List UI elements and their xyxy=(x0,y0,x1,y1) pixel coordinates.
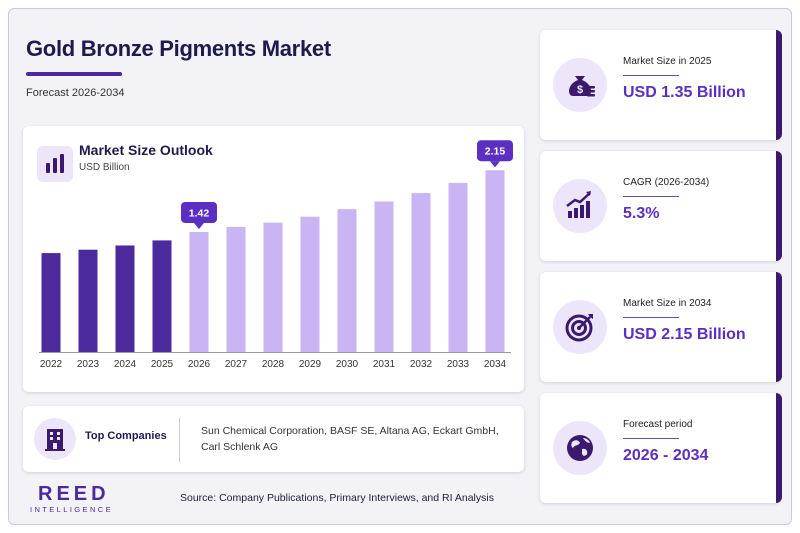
stat-value: 5.3% xyxy=(623,205,660,222)
stat-rule xyxy=(623,438,679,439)
divider xyxy=(179,418,180,462)
page-title: Gold Bronze Pigments Market xyxy=(26,36,331,61)
x-tick-label: 2034 xyxy=(484,359,507,370)
chart-unit: USD Billion xyxy=(79,162,130,173)
x-tick-label: 2029 xyxy=(299,359,322,370)
stat-card-market-2034: Market Size in 2034 USD 2.15 Billion xyxy=(540,272,782,382)
stat-value: USD 2.15 Billion xyxy=(623,326,746,343)
callout-2034: 2.15 xyxy=(477,140,513,168)
stat-value: 2026 - 2034 xyxy=(623,447,709,464)
stat-rule xyxy=(623,196,679,197)
x-tick-label: 2026 xyxy=(188,359,211,370)
bar-2032 xyxy=(411,193,431,352)
bar-2025 xyxy=(152,240,172,352)
x-tick-label: 2031 xyxy=(373,359,396,370)
bar-2026 xyxy=(189,231,209,352)
stat-card-market-2025: $ Market Size in 2025 USD 1.35 Billion xyxy=(540,30,782,140)
stat-label: Forecast period xyxy=(623,419,693,430)
building-icon xyxy=(34,418,76,460)
data-label: 2.15 xyxy=(485,146,506,158)
stat-card-forecast-period: Forecast period 2026 - 2034 xyxy=(540,393,782,503)
bar-2029 xyxy=(300,216,320,352)
callout-2026: 1.42 xyxy=(181,201,217,229)
bar-chart-icon xyxy=(37,146,73,182)
source-note: Source: Company Publications, Primary In… xyxy=(180,492,494,504)
logo-wordmark: REED xyxy=(38,483,110,505)
x-tick-label: 2032 xyxy=(410,359,433,370)
growth-chart-icon xyxy=(553,179,607,233)
globe-icon xyxy=(553,421,607,475)
top-companies-card: Top Companies Sun Chemical Corporation, … xyxy=(23,406,524,472)
page-subtitle: Forecast 2026-2034 xyxy=(26,87,125,99)
bar-2022 xyxy=(41,253,61,352)
x-tick-label: 2025 xyxy=(151,359,174,370)
stat-label: CAGR (2026-2034) xyxy=(623,177,710,188)
x-tick-label: 2030 xyxy=(336,359,359,370)
bar-2034 xyxy=(485,170,505,352)
stat-card-cagr: CAGR (2026-2034) 5.3% xyxy=(540,151,782,261)
top-companies-list: Sun Chemical Corporation, BASF SE, Altan… xyxy=(201,425,499,453)
money-bag-icon: $ xyxy=(553,58,607,112)
target-icon xyxy=(553,300,607,354)
chart-card: Market Size Outlook USD Billion 2022 2023… xyxy=(23,126,524,392)
x-tick-label: 2024 xyxy=(114,359,137,370)
bar-2023 xyxy=(78,249,98,352)
bar-2031 xyxy=(374,201,394,352)
stat-rule xyxy=(623,317,679,318)
data-label: 1.42 xyxy=(189,207,210,219)
x-tick-label: 2028 xyxy=(262,359,285,370)
svg-text:$: $ xyxy=(577,84,583,96)
bar-2024 xyxy=(115,245,135,352)
chart-title: Market Size Outlook xyxy=(79,142,213,158)
bar-2033 xyxy=(448,182,468,352)
x-tick-label: 2033 xyxy=(447,359,470,370)
x-tick-label: 2022 xyxy=(40,359,63,370)
x-tick-label: 2027 xyxy=(225,359,248,370)
top-companies-label: Top Companies xyxy=(85,430,167,442)
stat-rule xyxy=(623,75,679,76)
bar-2030 xyxy=(337,209,357,352)
bar-2028 xyxy=(263,222,283,352)
x-tick-label: 2023 xyxy=(77,359,100,370)
bar-2027 xyxy=(226,226,246,352)
stat-value: USD 1.35 Billion xyxy=(623,84,746,101)
logo-tagline: INTELLIGENCE xyxy=(30,505,113,514)
title-underline xyxy=(26,72,122,76)
stat-label: Market Size in 2025 xyxy=(623,56,712,67)
stat-label: Market Size in 2034 xyxy=(623,298,712,309)
bar-chart: 2022 2023 2024 2025 2026 2027 2028 2029 2030 2031… xyxy=(39,140,513,370)
